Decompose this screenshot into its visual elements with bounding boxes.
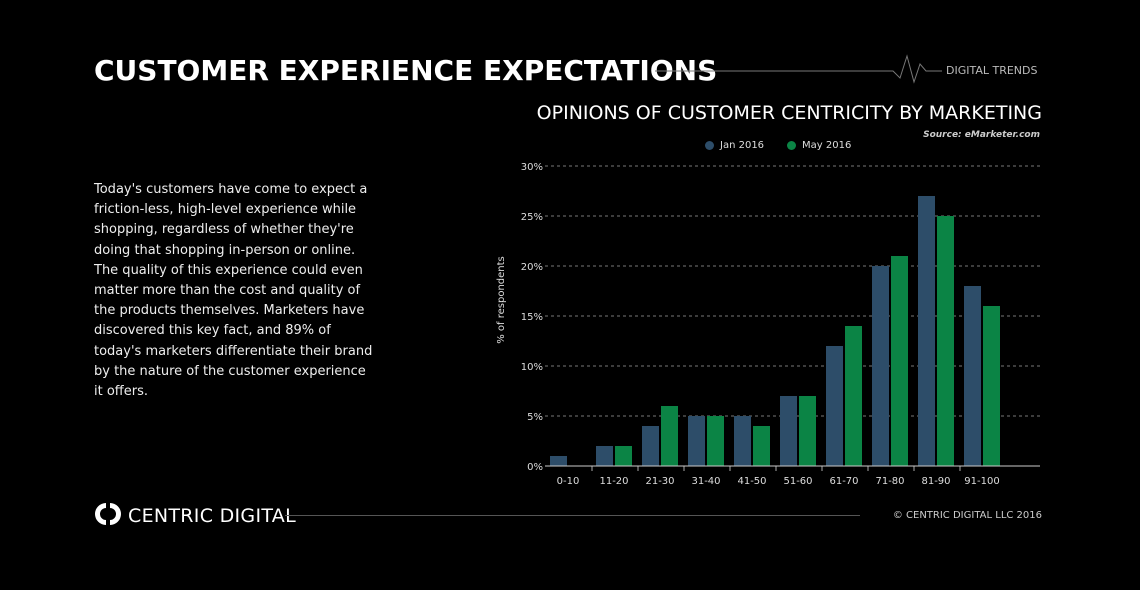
x-tick-label: 61-70 <box>829 476 858 487</box>
brand-name: CENTRIC DIGITAL <box>128 505 296 527</box>
bar-jan-2016-81-90 <box>918 196 935 466</box>
y-tick-label: 10% <box>521 362 543 373</box>
x-tick-label: 21-30 <box>645 476 674 487</box>
y-tick-label: 5% <box>527 412 543 423</box>
bar-may-2016-61-70 <box>845 326 862 466</box>
page-title: CUSTOMER EXPERIENCE EXPECTATIONS <box>94 54 718 87</box>
bar-jan-2016-41-50 <box>734 416 751 466</box>
bar-may-2016-31-40 <box>707 416 724 466</box>
x-tick-label: 31-40 <box>691 476 720 487</box>
bar-jan-2016-91-100 <box>964 286 981 466</box>
y-tick-label: 25% <box>521 212 543 223</box>
bar-jan-2016-61-70 <box>826 346 843 466</box>
bar-jan-2016-11-20 <box>596 446 613 466</box>
section-tag: DIGITAL TRENDS <box>946 64 1038 77</box>
y-tick-label: 15% <box>521 312 543 323</box>
chart-source: Source: eMarketer.com <box>923 130 1040 140</box>
x-tick-label: 51-60 <box>783 476 812 487</box>
bar-may-2016-81-90 <box>937 216 954 466</box>
centric-digital-logo-icon <box>95 503 121 525</box>
bar-jan-2016-71-80 <box>872 266 889 466</box>
footer-divider <box>285 515 860 516</box>
copyright: © CENTRIC DIGITAL LLC 2016 <box>892 510 1042 521</box>
legend-label: May 2016 <box>802 140 852 151</box>
legend-swatch <box>787 141 796 150</box>
bar-jan-2016-51-60 <box>780 396 797 466</box>
y-axis-label: % of respondents <box>496 256 507 344</box>
chart-title: OPINIONS OF CUSTOMER CENTRICITY BY MARKE… <box>536 102 1042 124</box>
bar-may-2016-51-60 <box>799 396 816 466</box>
legend-swatch <box>705 141 714 150</box>
legend-label: Jan 2016 <box>720 140 765 151</box>
x-tick-label: 81-90 <box>921 476 950 487</box>
bar-may-2016-71-80 <box>891 256 908 466</box>
legend-item-jan: Jan 2016 <box>705 140 764 151</box>
x-tick-label: 41-50 <box>737 476 766 487</box>
y-tick-label: 20% <box>521 262 543 273</box>
bar-may-2016-91-100 <box>983 306 1000 466</box>
body-text: Today's customers have come to expect a … <box>94 182 373 400</box>
y-tick-label: 0% <box>527 462 543 473</box>
y-tick-label: 30% <box>521 162 543 173</box>
x-tick-label: 11-20 <box>599 476 628 487</box>
bar-jan-2016-31-40 <box>688 416 705 466</box>
bar-jan-2016-21-30 <box>642 426 659 466</box>
heartbeat-divider-icon <box>655 54 942 84</box>
bar-may-2016-11-20 <box>615 446 632 466</box>
bar-may-2016-21-30 <box>661 406 678 466</box>
x-tick-label: 91-100 <box>964 476 999 487</box>
bar-may-2016-41-50 <box>753 426 770 466</box>
bar-jan-2016-0-10 <box>550 456 567 466</box>
x-tick-label: 71-80 <box>875 476 904 487</box>
x-tick-label: 0-10 <box>557 476 580 487</box>
legend-item-may: May 2016 <box>787 140 851 151</box>
